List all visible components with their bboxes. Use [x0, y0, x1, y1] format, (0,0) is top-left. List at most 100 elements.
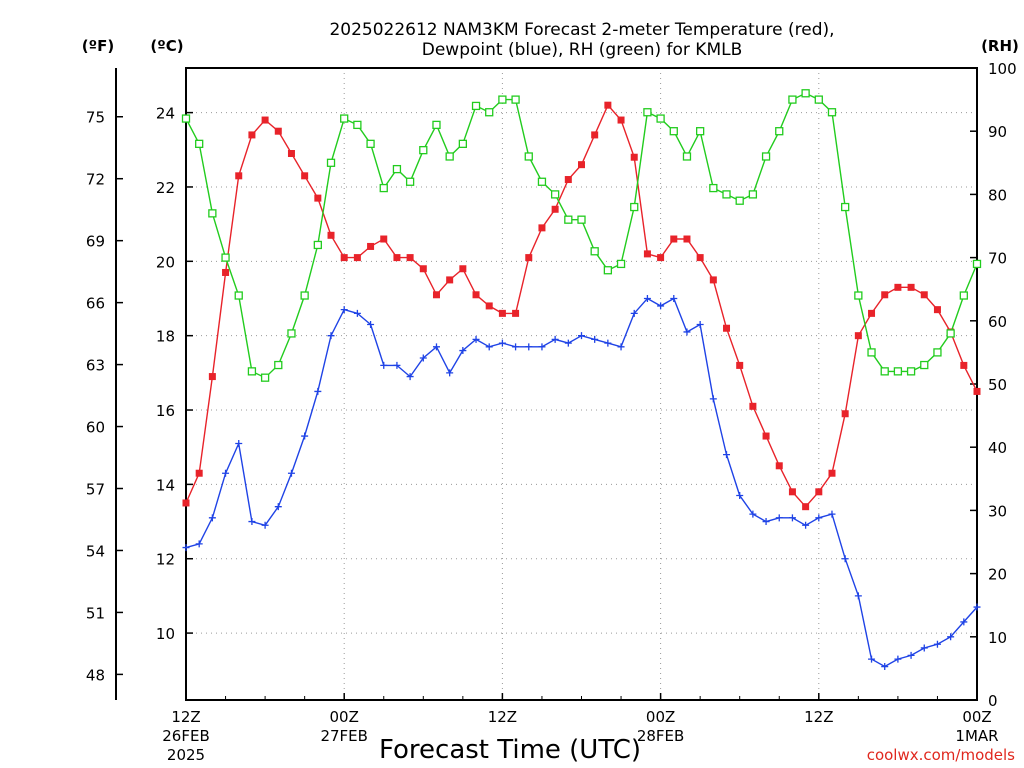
fahrenheit-tick-label: 51	[86, 604, 105, 622]
temperature-point	[749, 402, 757, 410]
rh-point	[340, 114, 349, 123]
rh-point	[392, 164, 402, 174]
dewpoint-point	[709, 395, 717, 403]
temperature-point	[657, 254, 665, 262]
temperature-point	[670, 235, 678, 243]
chart-title: 2025022612 NAM3KM Forecast 2-meter Tempe…	[329, 20, 834, 40]
dewpoint-point	[485, 343, 493, 351]
dewpoint-point	[841, 555, 849, 563]
rh-point	[880, 367, 889, 376]
temperature-point	[446, 276, 454, 284]
temperature-point	[380, 235, 388, 243]
rh-point	[801, 89, 810, 98]
temperature-point	[367, 242, 375, 250]
x-tick-label: 00Z	[962, 708, 991, 726]
rh-point	[498, 95, 507, 104]
temperature-point	[274, 127, 282, 135]
dewpoint-point	[933, 640, 941, 648]
dewpoint-point	[749, 510, 757, 518]
temperature-point	[393, 254, 401, 262]
x-tick-date-label: 27FEB	[320, 727, 367, 745]
dewpoint-point	[419, 354, 427, 362]
rh-point	[616, 259, 626, 269]
temperature-point	[222, 268, 230, 276]
rh-point	[972, 259, 982, 269]
temperature-point	[459, 265, 467, 273]
temperature-point	[802, 503, 810, 511]
temperature-point	[854, 332, 862, 340]
rh-point	[287, 329, 296, 338]
dewpoint-point	[802, 521, 810, 529]
rh-point	[643, 108, 652, 117]
rh-point	[485, 108, 494, 117]
temperature-point	[775, 462, 783, 470]
rh-tick-label: 20	[988, 566, 1007, 584]
fahrenheit-tick-label: 63	[86, 357, 105, 375]
fahrenheit-tick-label: 72	[86, 171, 105, 189]
rh-point	[208, 209, 217, 218]
dewpoint-point	[512, 343, 520, 351]
temperature-point	[406, 254, 414, 262]
rh-point	[656, 114, 665, 123]
dewpoint-point	[723, 451, 731, 459]
dewpoint-point	[775, 514, 783, 522]
fahrenheit-tick-label: 57	[86, 481, 105, 499]
x-axis-label: Forecast Time (UTC)	[379, 735, 641, 765]
rh-point	[669, 127, 678, 136]
rh-point	[788, 95, 797, 104]
dewpoint-point	[868, 655, 876, 663]
temperature-point	[195, 469, 203, 477]
fahrenheit-unit-label: (ºF)	[82, 37, 114, 55]
rh-tick-label: 40	[988, 439, 1007, 457]
temperature-point	[973, 387, 981, 395]
rh-point	[300, 291, 309, 300]
celsius-tick-label: 18	[156, 328, 175, 346]
rh-point	[682, 152, 692, 161]
dewpoint-point	[406, 373, 414, 381]
rh-point	[247, 367, 257, 376]
temperature-point	[881, 291, 889, 299]
dewpoint-point	[630, 309, 638, 317]
chart-subtitle: Dewpoint (blue), RH (green) for KMLB	[422, 40, 743, 60]
dewpoint-point	[327, 332, 335, 340]
temperature-point	[788, 488, 796, 496]
dewpoint-point	[261, 521, 269, 529]
temperature-point	[920, 291, 928, 299]
celsius-tick-label: 10	[156, 625, 175, 643]
series-dewpoint	[182, 294, 981, 671]
fahrenheit-tick-label: 66	[86, 295, 105, 313]
dewpoint-point	[907, 651, 915, 659]
dewpoint-point	[657, 302, 665, 310]
dewpoint-point	[578, 332, 585, 340]
rh-point	[419, 146, 428, 155]
dewpoint-point	[459, 347, 467, 355]
rh-point	[959, 291, 968, 300]
rh-point	[854, 291, 863, 300]
x-tick-label: 12Z	[171, 708, 200, 726]
dewpoint-point	[248, 518, 256, 526]
tick-labels: 10 12 14 16 18 20 22 24 48 51 54 57 60 63 66 69 72 75 0 10 2…	[86, 60, 1017, 764]
x-tick-date-label: 28FEB	[637, 727, 684, 745]
rh-point	[260, 373, 270, 382]
x-tick-label: 12Z	[488, 708, 517, 726]
dewpoint-point	[380, 361, 388, 369]
dewpoint-point	[881, 663, 889, 671]
dewpoint-line	[185, 297, 978, 668]
dewpoint-point	[960, 618, 968, 626]
celsius-tick-label: 24	[156, 105, 175, 123]
temperature-point	[301, 172, 309, 180]
temperature-point	[235, 172, 243, 180]
dewpoint-point	[670, 294, 678, 302]
temperature-point	[960, 361, 968, 369]
rh-point	[537, 177, 547, 186]
rh-point	[761, 152, 771, 161]
temperature-point	[604, 101, 612, 109]
celsius-tick-label: 16	[156, 402, 175, 420]
temperature-point	[485, 302, 493, 310]
rh-unit-label: (RH)	[981, 37, 1019, 55]
rh-point	[471, 101, 481, 111]
fahrenheit-tick-label: 54	[86, 542, 105, 560]
rh-point	[274, 360, 283, 370]
celsius-tick-label: 14	[156, 476, 175, 494]
dewpoint-point	[973, 603, 981, 611]
